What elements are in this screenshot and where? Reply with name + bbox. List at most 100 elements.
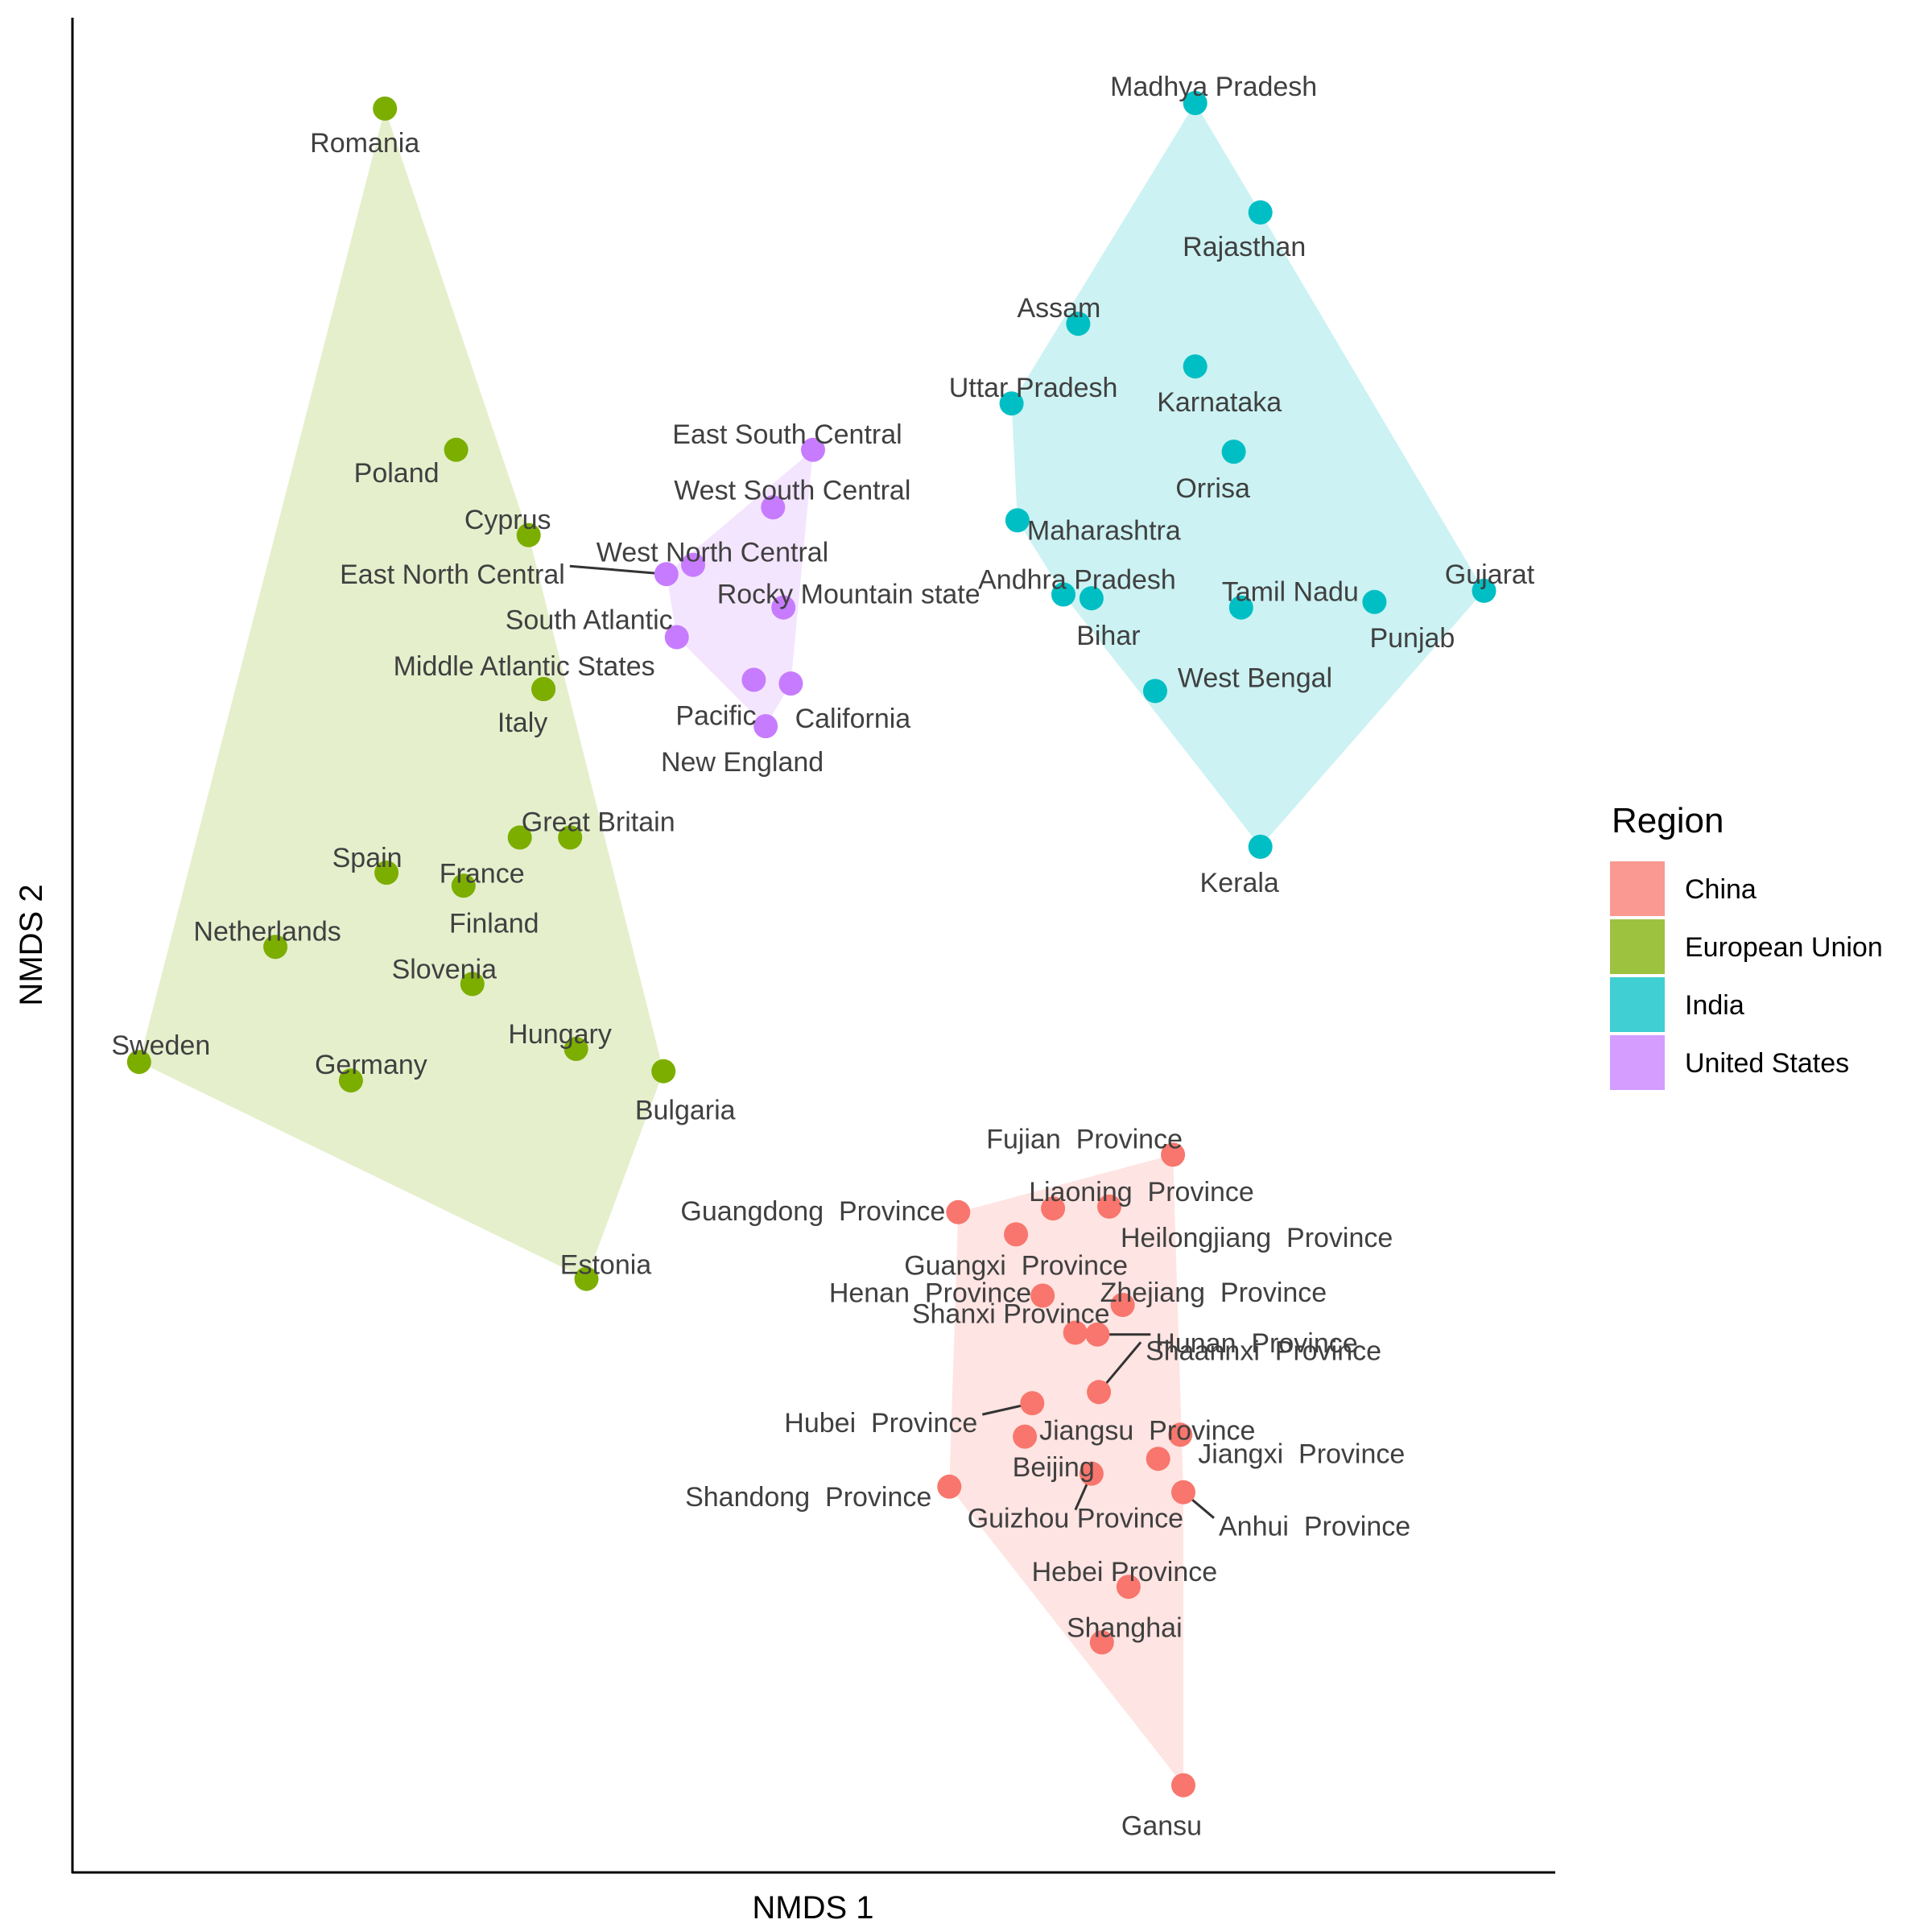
point-germany [338,1068,363,1093]
legend-label-united-states: United States [1685,1048,1849,1079]
label-south-atlantic: South Atlantic [506,605,673,636]
point-kerala [1248,834,1273,859]
hull-european-union [138,108,664,1279]
point-uttar-pradesh [999,391,1024,416]
label-middle-atlantic-states: Middle Atlantic States [394,651,655,682]
label-tamil-nadu: Tamil Nadu [1222,577,1359,608]
point-heilongjiang-province [1097,1194,1121,1219]
label-henan-province: Henan Province [829,1278,1031,1309]
point-netherlands [263,935,288,960]
label-west-bengal: West Bengal [1178,663,1332,693]
legend-key-china [1610,861,1665,916]
point-south-atlantic [664,625,689,650]
label-shaannxi-province: Shaannxi Province [1146,1335,1381,1366]
point-italy [531,677,556,701]
label-cyprus: Cyprus [464,505,551,535]
point-gujarat [1472,578,1496,603]
point-guangdong-province [946,1199,971,1224]
point-guangxi-province [1004,1222,1029,1247]
label-guangdong-province: Guangdong Province [680,1196,945,1227]
point-hunan-province [1085,1322,1110,1347]
point-cyprus [516,522,541,547]
label-estonia: Estonia [560,1250,651,1281]
point-beijing [1146,1447,1170,1472]
point-fujian-province [1161,1142,1186,1167]
label-shanxi-province: Shanxi Province [912,1299,1110,1330]
point-spain [374,861,399,886]
legend-key-united-states [1610,1035,1665,1090]
label-netherlands: Netherlands [193,916,341,947]
point-labels: Fujian Province Liaoning Province Heilongj… [111,72,1534,1842]
point-hubei-province [1020,1391,1045,1416]
label-france: France [440,858,525,889]
point-punjab [1362,589,1387,614]
leader-line-east-north-central [569,564,667,576]
point-henan-province [1030,1283,1055,1308]
label-hebei-province: Hebei Province [1032,1557,1218,1587]
point-liaoning-province [1041,1196,1066,1221]
label-east-north-central: East North Central [340,559,565,590]
point-shanxi-province [1063,1320,1088,1345]
label-heilongjiang-province: Heilongjiang Province [1121,1223,1393,1253]
label-kerala: Kerala [1200,868,1279,898]
point-great-britain [558,825,583,850]
label-karnataka: Karnataka [1157,387,1282,418]
label-shanghai: Shanghai [1067,1612,1183,1643]
point-andhra-pradesh [1051,582,1075,607]
point-shandong-province [937,1474,962,1499]
label-guizhou-province: Guizhou Province [968,1504,1183,1534]
label-punjab: Punjab [1369,623,1455,654]
legend-key-india [1610,977,1665,1032]
point-sweden [126,1050,151,1075]
point-hungary [564,1037,588,1061]
label-new-england: New England [661,747,824,778]
point-shanghai [1089,1630,1114,1655]
label-gansu: Gansu [1121,1811,1202,1842]
point-madhya-pradesh [1183,91,1208,115]
x-axis-title: NMDS 1 [752,1890,873,1926]
point-karnataka [1183,354,1208,379]
legend-label-china: China [1685,874,1757,905]
label-liaoning-province: Liaoning Province [1029,1177,1254,1208]
label-hungary: Hungary [508,1019,612,1050]
point-zhejiang-province [1110,1293,1135,1317]
label-italy: Italy [497,708,547,738]
label-beijing: Beijing [1013,1452,1095,1483]
point-bulgaria [651,1059,676,1084]
label-sweden: Sweden [111,1030,210,1061]
point-tamil-nadu [1228,595,1253,620]
label-hubei-province: Hubei Province [784,1408,977,1439]
legend-title: Region [1612,801,1724,840]
point-bihar [1079,586,1104,611]
label-rajasthan: Rajasthan [1183,232,1306,262]
label-poland: Poland [354,458,440,489]
point-guizhou-province [1079,1461,1104,1486]
point-shaannxi-province [1087,1380,1112,1405]
label-uttar-pradesh: Uttar Pradesh [949,373,1118,403]
point-assam [1066,312,1091,336]
label-assam: Assam [1017,293,1100,324]
point-west-bengal [1143,679,1167,704]
point-pacific [741,667,766,692]
point-new-england [753,714,778,739]
point-orrisa [1221,440,1246,464]
label-andhra-pradesh: Andhra Pradesh [978,565,1176,596]
label-pacific: Pacific [675,701,756,732]
label-jiangxi-province: Jiangxi Province [1198,1439,1405,1469]
point-jiangxi-province [1168,1422,1193,1447]
legend-label-european-union: European Union [1685,932,1883,963]
point-romania [373,96,398,121]
label-bulgaria: Bulgaria [635,1096,736,1126]
label-orrisa: Orrisa [1175,473,1250,504]
hull-india [1011,103,1484,847]
legend: Region China European Union India United St… [1610,801,1883,1090]
label-fujian-province: Fujian Province [986,1124,1183,1154]
data-points [126,91,1496,1798]
legend-label-india: India [1685,990,1744,1021]
point-finland [451,873,476,898]
label-finland: Finland [449,908,539,939]
point-west-north-central [681,552,705,577]
label-guangxi-province: Guangxi Province [904,1250,1128,1281]
point-rajasthan [1248,200,1273,225]
